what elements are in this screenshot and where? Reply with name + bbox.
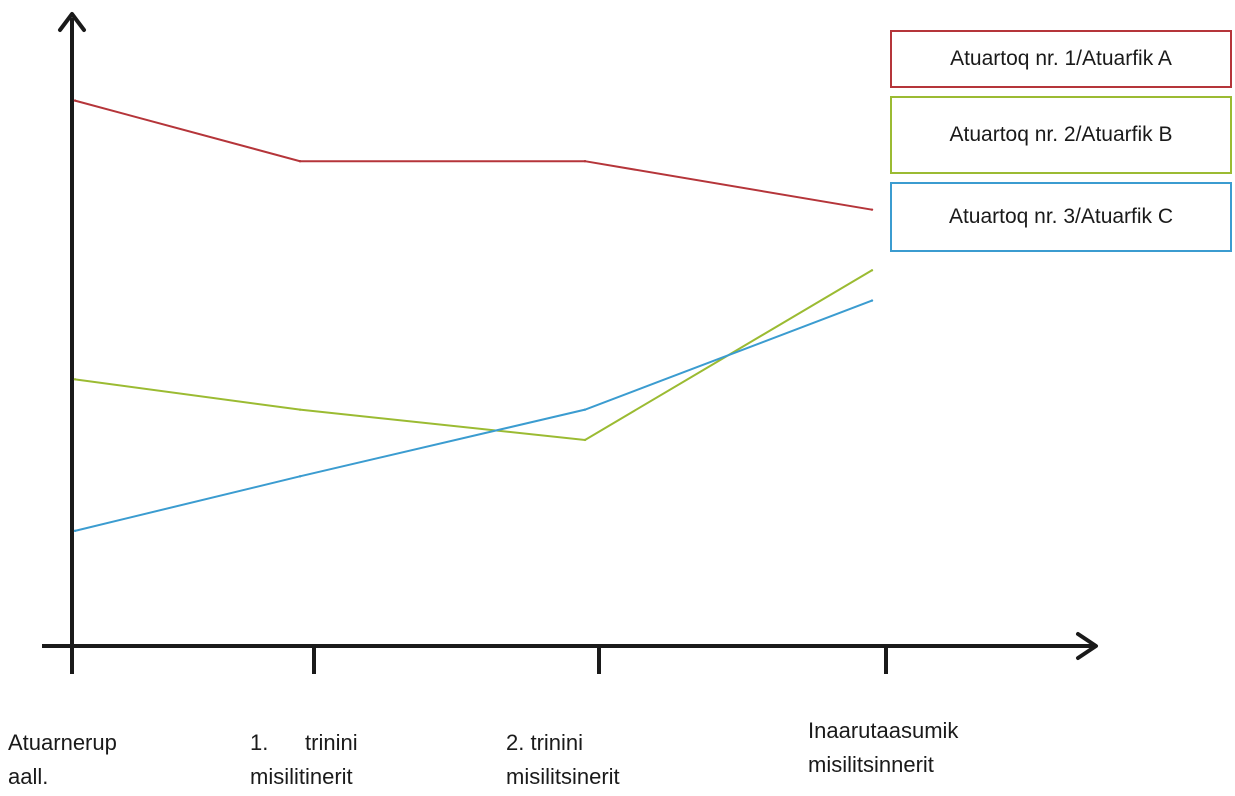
x-tick-label-line: misilitsinnerit xyxy=(808,752,934,777)
legend-entry-2: Atuartoq nr. 2/Atuarfik B xyxy=(890,96,1232,174)
series-1-point-1 xyxy=(73,99,77,102)
series-3-point-1 xyxy=(73,529,77,533)
x-tick-label-line: 1. trinini xyxy=(250,730,358,755)
x-tick-label-4: Inaarutaasumik misilitsinnerit xyxy=(808,714,958,782)
series-line-3 xyxy=(74,299,873,532)
legend-entry-1: Atuartoq nr. 1/Atuarfik A xyxy=(890,30,1232,88)
series-line-2 xyxy=(74,269,873,441)
x-tick-label-line: Inaarutaasumik xyxy=(808,718,959,743)
x-tick-label-line: 2. trinini xyxy=(506,730,584,755)
series-line-1 xyxy=(74,99,873,211)
series-2-point-1 xyxy=(73,378,77,381)
series-1-point-3 xyxy=(583,160,587,163)
x-ticks xyxy=(70,646,888,674)
x-tick-label-line: misilitsinerit xyxy=(506,764,620,789)
series-1-point-4 xyxy=(870,208,874,211)
series-3-point-4 xyxy=(870,299,874,302)
series-2-point-4 xyxy=(870,269,874,272)
y-axis-arrow xyxy=(58,12,86,32)
axes xyxy=(42,12,1098,660)
series-1-point-2 xyxy=(298,160,302,163)
series-2-point-3 xyxy=(583,438,587,442)
x-tick-label-1: Atuarnerup aall. xyxy=(8,726,117,794)
series-lines xyxy=(73,99,874,533)
x-tick-label-3: 2. trinini misilitsinerit xyxy=(506,726,620,794)
series-3-point-3 xyxy=(583,408,587,411)
x-axis-arrow xyxy=(1076,632,1098,660)
legend-entry-3: Atuartoq nr. 3/Atuarfik C xyxy=(890,182,1232,252)
x-tick-label-line: Atuarnerup xyxy=(8,730,117,755)
x-tick-label-2: 1. trinini misilitinerit xyxy=(250,726,358,794)
x-tick-label-line: misilitinerit xyxy=(250,764,353,789)
series-3-point-2 xyxy=(298,475,302,478)
series-2-point-2 xyxy=(298,408,302,411)
x-tick-label-line: aall. xyxy=(8,764,49,789)
